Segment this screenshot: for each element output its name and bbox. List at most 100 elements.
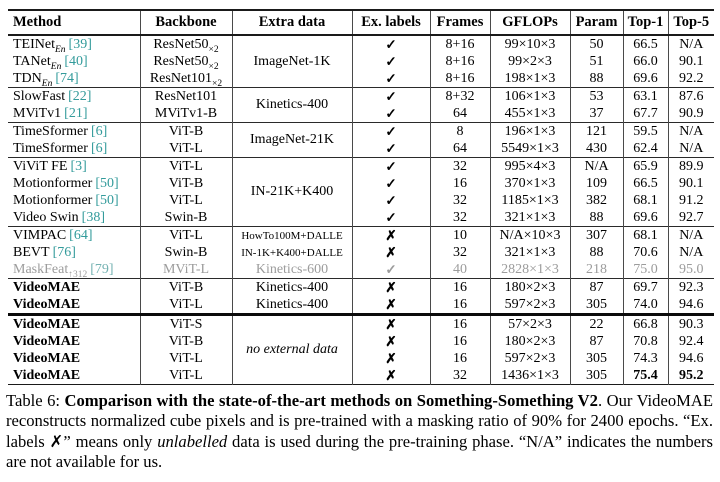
table-row: VideoMAE ViT-L ✗ 32 1436×1×3 305 75.4 95… xyxy=(8,367,714,385)
cell-frames: 16 xyxy=(429,313,490,333)
cell-backbone: ViT-L xyxy=(139,296,232,315)
backbone-subscript: ×2 xyxy=(212,78,223,88)
cell-param: N/A xyxy=(569,157,623,175)
citation-link[interactable]: [76] xyxy=(52,244,76,260)
citation-link[interactable]: [22] xyxy=(68,88,92,104)
method-name: TimeSformer xyxy=(13,123,88,139)
cell-top5: 90.3 xyxy=(667,313,714,333)
cell-gflops: 99×10×3 xyxy=(489,35,570,53)
col-header-backbone: Backbone xyxy=(139,10,232,36)
cell-method: Motionformer [50] xyxy=(8,192,140,209)
cell-frames: 16 xyxy=(429,333,490,350)
method-name: ViViT FE xyxy=(13,158,68,174)
cell-top1: 69.6 xyxy=(622,209,668,227)
cell-param: 382 xyxy=(569,192,623,209)
citation-link[interactable]: [79] xyxy=(90,261,114,277)
caption-label: Table 6: xyxy=(6,391,65,410)
citation-link[interactable]: [50] xyxy=(95,175,119,191)
cell-backbone: ViT-L xyxy=(139,226,232,244)
method-name: TANet xyxy=(13,53,51,69)
caption-body-1: . Our VideoMAE reconstructs normalized c… xyxy=(6,391,713,451)
citation-link[interactable]: [6] xyxy=(90,123,108,139)
cell-ex-labels: ✗ xyxy=(351,333,430,350)
cell-gflops: 597×2×3 xyxy=(489,296,570,315)
cell-backbone: ViT-L xyxy=(139,367,232,385)
table-row: VideoMAE ViT-L Kinetics-400 ✗ 16 597×2×3… xyxy=(8,296,714,315)
cell-param: 430 xyxy=(569,140,623,158)
cell-ex-labels: ✓ xyxy=(351,53,430,70)
citation-link[interactable]: [38] xyxy=(81,209,105,225)
citation-link[interactable]: [50] xyxy=(95,192,119,208)
cell-method: MaskFeat↑312 [79] xyxy=(8,261,140,279)
results-table: Method Backbone Extra data Ex. labels Fr… xyxy=(8,9,714,385)
cell-gflops: 2828×1×3 xyxy=(489,261,570,279)
cell-method: VideoMAE xyxy=(8,296,140,315)
cell-backbone: ViT-L xyxy=(139,157,232,175)
cell-extra-data: ImageNet-1K xyxy=(231,35,352,88)
cell-top5: N/A xyxy=(667,122,714,140)
cell-ex-labels: ✗ xyxy=(351,296,430,315)
table-row: Motionformer [50] ViT-B ✓ 16 370×1×3 109 … xyxy=(8,175,714,192)
cell-ex-labels: ✓ xyxy=(351,35,430,53)
col-header-ex-labels: Ex. labels xyxy=(351,10,430,36)
cell-gflops: 99×2×3 xyxy=(489,53,570,70)
cell-param: 37 xyxy=(569,105,623,123)
method-name: VideoMAE xyxy=(13,350,81,366)
backbone-subscript: ×2 xyxy=(208,44,219,53)
cell-backbone: Swin-B xyxy=(139,244,232,261)
cell-top5: 92.3 xyxy=(667,278,714,296)
cell-top1: 70.6 xyxy=(622,244,668,261)
table-row: VideoMAE ViT-B ✗ 16 180×2×3 87 70.8 92.4 xyxy=(8,333,714,350)
citation-link[interactable]: [6] xyxy=(90,140,108,156)
cell-param: 307 xyxy=(569,226,623,244)
cell-gflops: 321×1×3 xyxy=(489,209,570,227)
cell-top5: N/A xyxy=(667,140,714,158)
cell-backbone: ResNet50×2 xyxy=(139,53,232,70)
method-name: VideoMAE xyxy=(13,333,81,349)
cell-method: MViTv1 [21] xyxy=(8,105,140,123)
backbone-name: ResNet50 xyxy=(153,53,209,69)
cell-backbone: ViT-B xyxy=(139,278,232,296)
citation-link[interactable]: [74] xyxy=(55,70,79,86)
cell-method: VideoMAE xyxy=(8,333,140,350)
cell-top5: 92.7 xyxy=(667,209,714,227)
citation-link[interactable]: [40] xyxy=(64,53,88,69)
citation-link[interactable]: [21] xyxy=(64,105,88,121)
table-row: MViTv1 [21] MViTv1-B ✓ 64 455×1×3 37 67.7… xyxy=(8,105,714,123)
col-header-param: Param xyxy=(569,10,623,36)
citation-link[interactable]: [64] xyxy=(69,227,93,243)
table-row: BEVT [76] Swin-B IN-1K+K400+DALLE ✗ 32 32… xyxy=(8,244,714,261)
backbone-name: ViT-L xyxy=(169,296,203,312)
cell-frames: 8+32 xyxy=(429,87,490,105)
cell-param: 88 xyxy=(569,209,623,227)
backbone-name: ViT-S xyxy=(169,316,203,332)
cell-gflops: 5549×1×3 xyxy=(489,140,570,158)
method-name: SlowFast xyxy=(13,88,66,104)
cell-frames: 8 xyxy=(429,122,490,140)
backbone-name: ResNet101 xyxy=(154,88,218,104)
cell-ex-labels: ✓ xyxy=(351,261,430,279)
cell-gflops: 370×1×3 xyxy=(489,175,570,192)
cell-backbone: ViT-B xyxy=(139,333,232,350)
cell-param: 305 xyxy=(569,296,623,315)
cell-top5: 90.1 xyxy=(667,175,714,192)
cell-extra-data: HowTo100M+DALLE xyxy=(231,226,352,244)
table-row: VideoMAE ViT-B Kinetics-400 ✗ 16 180×2×3… xyxy=(8,278,714,296)
table-row: TimeSformer [6] ViT-B ImageNet-21K ✓ 8 19… xyxy=(8,122,714,158)
method-subscript: En xyxy=(50,61,62,70)
citation-link[interactable]: [3] xyxy=(70,158,87,174)
cell-extra-data: Kinetics-400 xyxy=(231,87,352,123)
backbone-name: ViT-B xyxy=(168,175,204,191)
citation-link[interactable]: [39] xyxy=(68,36,92,52)
col-header-method: Method xyxy=(8,10,140,36)
caption-italic-word: unlabelled xyxy=(157,431,228,451)
cell-top1: 66.0 xyxy=(622,53,668,70)
method-name: Video Swin xyxy=(13,209,79,225)
cell-gflops: 106×1×3 xyxy=(489,87,570,105)
table-row: VIMPAC [64] ViT-L HowTo100M+DALLE ✗ 10 N/… xyxy=(8,226,714,244)
method-name: VideoMAE xyxy=(13,316,81,332)
cell-top5: 92.2 xyxy=(667,70,714,88)
header-row: Method Backbone Extra data Ex. labels Fr… xyxy=(8,10,714,36)
backbone-name: ViT-B xyxy=(168,123,204,139)
cell-ex-labels: ✓ xyxy=(351,87,430,105)
